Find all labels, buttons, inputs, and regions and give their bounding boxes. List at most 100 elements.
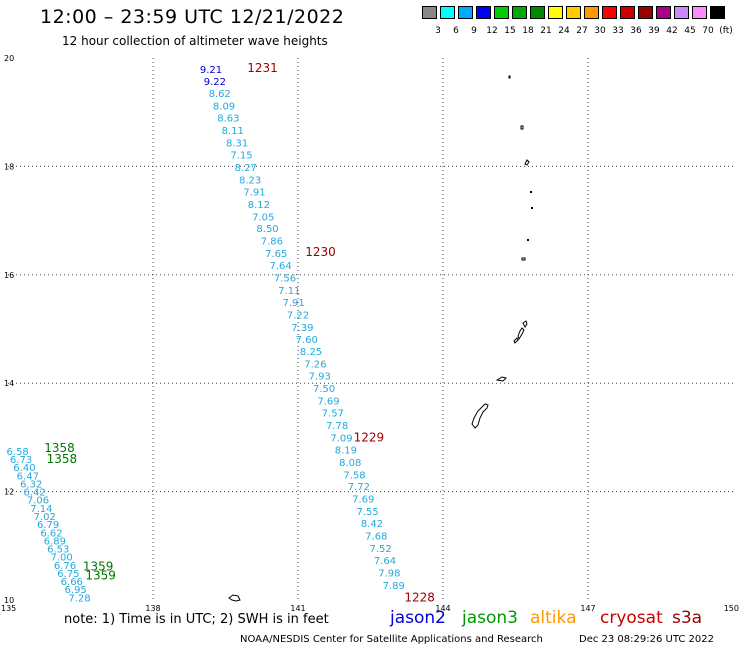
lat-tick-label: 14 [4,379,14,388]
legend-swatch [692,6,707,19]
island-guam [471,403,489,429]
wave-height-values: 9.219.228.62 8.098.638.11 8.317.15 8.278.23… [7,65,405,604]
legend-label: 24 [558,26,570,36]
swh-value: 7.09 [330,433,352,444]
legend-label: 39 [648,26,660,36]
swh-value: 8.63 [217,114,239,125]
legend-label: 33 [612,26,624,36]
legend-swatch [440,6,455,19]
swh-value: 6.73 [10,455,32,466]
pass-time: 1358 [47,452,78,466]
legend-label: 45 [684,26,696,36]
swh-value: 7.68 [365,532,387,543]
legend-label: 30 [594,26,606,36]
legend-swatch [710,6,725,19]
swh-value: 8.62 [209,89,231,100]
satellite-cryosat: cryosat [600,608,663,628]
swh-value: 7.50 [313,384,335,395]
swh-value: 7.39 [291,323,313,334]
swh-value: 6.66 [61,577,83,588]
island-pagan [524,159,530,166]
swh-value: 6.75 [57,569,79,580]
legend-label: 12 [486,26,498,36]
swh-value: 6.95 [65,585,87,596]
pass-time: 1229 [354,430,385,444]
swh-value: 6.76 [54,561,76,572]
island-yap [228,594,241,602]
swh-value: 7.72 [348,482,370,493]
swh-value: 8.11 [222,126,244,137]
satellite-jason3: jason3 [462,608,518,628]
lat-tick-label: 16 [4,271,14,280]
swh-value: 7.86 [261,237,283,248]
legend-swatch [512,6,527,19]
legend-label: 18 [522,26,534,36]
swh-value: 7.98 [378,568,400,579]
island-small-2 [531,207,533,209]
legend-label: 70 [702,26,714,36]
legend-swatch [422,6,437,19]
lon-tick-label: 147 [580,604,595,613]
generated-timestamp: Dec 23 08:29:26 UTC 2022 [579,634,714,645]
legend-label: 27 [576,26,588,36]
legend-label: 9 [471,26,477,36]
pass-time: 1228 [404,590,435,604]
pass-time: 1230 [305,245,336,259]
legend-swatch [476,6,491,19]
legend-label: 3 [435,26,441,36]
lat-tick-label: 18 [4,162,14,171]
lat-tick-label: 20 [4,54,14,63]
legend-label: 36 [630,26,642,36]
swh-value: 7.57 [322,408,344,419]
swh-value: 7.69 [352,495,374,506]
legend-swatch [602,6,617,19]
legend-swatch [674,6,689,19]
swh-value: 6.79 [37,520,59,531]
swh-value: 7.05 [252,212,274,223]
swh-value: 8.23 [239,175,261,186]
swh-value: 7.64 [269,261,291,272]
swh-value: 8.25 [300,347,322,358]
legend-label: 42 [666,26,678,36]
swh-value: 8.09 [213,102,235,113]
lat-tick-label: 10 [4,596,14,605]
legend-swatch [494,6,509,19]
swh-value: 6.62 [40,528,62,539]
legend-swatch [656,6,671,19]
swh-value: 7.56 [274,274,296,285]
island-farallon [508,75,511,79]
swh-value: 7.28 [68,593,90,604]
grid-lines [8,58,733,600]
island-small-1 [530,191,532,193]
swh-value: 8.19 [335,445,357,456]
swh-value: 7.52 [370,544,392,555]
lon-tick-label: 138 [145,604,160,613]
swh-value: 7.55 [356,507,378,518]
lat-tick-label: 12 [4,488,14,497]
swh-value: 7.14 [30,504,52,515]
satellite-jason2: jason2 [390,608,446,628]
island-outlines [228,75,533,602]
pass-time: 1231 [247,61,278,75]
swh-value: 6.58 [7,447,29,458]
swh-value: 7.58 [343,470,365,481]
swh-value: 7.91 [283,298,305,309]
swh-value: 7.89 [383,581,405,592]
swh-value: 8.08 [339,458,361,469]
island-saipan-tinian [513,320,528,344]
swh-value: 9.22 [204,77,226,88]
swh-value: 6.53 [47,545,69,556]
legend-swatch [530,6,545,19]
chart-subtitle: 12 hour collection of altimeter wave hei… [62,34,328,48]
swh-value: 6.89 [44,536,66,547]
satellite-s3a: s3a [672,608,703,628]
lon-tick-label: 141 [290,604,305,613]
swh-value: 8.50 [256,224,278,235]
swh-value: 7.69 [317,397,339,408]
satellite-altika: altika [530,608,577,628]
swh-value: 7.00 [51,553,73,564]
island-rota [495,376,507,382]
swh-value: 7.65 [265,249,287,260]
legend-label: 21 [540,26,552,36]
